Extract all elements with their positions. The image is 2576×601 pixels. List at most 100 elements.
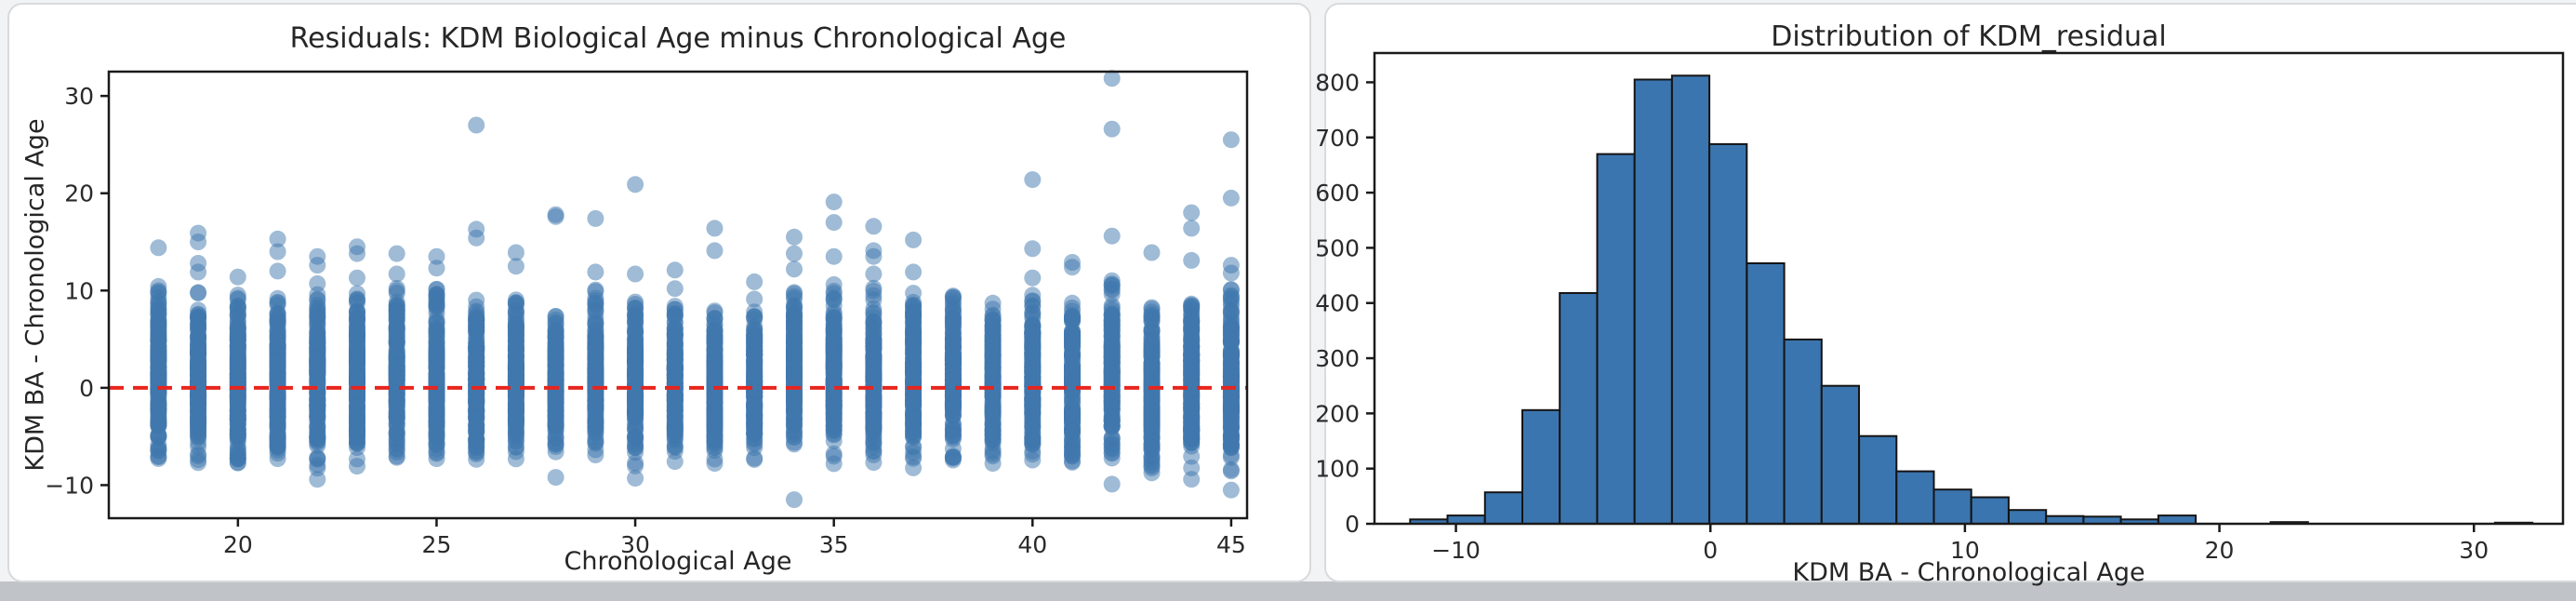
scatter-point: [905, 307, 923, 325]
scatter-point: [269, 230, 286, 247]
scatter-point: [627, 343, 644, 360]
scatter-point: [865, 247, 883, 265]
scatter-point: [865, 346, 883, 364]
scatter-point: [706, 220, 724, 237]
scatter-point: [746, 435, 764, 453]
scatter-point: [905, 370, 923, 388]
scatter-point: [1183, 370, 1201, 388]
scatter-point: [1103, 475, 1121, 493]
histogram-bars: [1409, 74, 2534, 526]
scatter-point: [825, 445, 843, 462]
histogram-x-tick-label: 30: [2459, 537, 2489, 564]
scatter-point: [428, 338, 445, 355]
scatter-point: [388, 349, 405, 367]
scatter-point: [190, 380, 207, 397]
scatter-point: [1024, 408, 1042, 426]
scatter-point: [309, 358, 326, 376]
scatter-point: [547, 308, 564, 325]
scatter-point: [587, 313, 604, 330]
scatter-point: [1222, 448, 1240, 466]
scatter-point: [1222, 461, 1240, 478]
scatter-point: [547, 394, 564, 411]
histogram-bar: [1483, 491, 1524, 526]
scatter-point: [309, 471, 326, 488]
scatter-points: [150, 70, 1240, 509]
scatter-point: [388, 279, 405, 297]
scatter-point: [309, 302, 326, 319]
histogram-bar: [1895, 470, 1935, 526]
scatter-point: [190, 234, 207, 250]
scatter-y-tick-label: −10: [45, 472, 94, 499]
scatter-point: [1064, 394, 1081, 411]
scatter-point: [786, 425, 803, 443]
scatter-point: [547, 351, 564, 368]
scatter-point: [428, 247, 445, 265]
scatter-point: [1103, 360, 1121, 378]
scatter-point: [706, 455, 724, 473]
scatter-point: [309, 401, 326, 418]
scatter-point: [507, 297, 524, 314]
scatter-point: [1103, 286, 1121, 303]
scatter-point: [905, 231, 923, 248]
scatter-point: [1103, 120, 1121, 138]
scatter-point: [865, 397, 883, 415]
scatter-point: [428, 434, 445, 451]
scatter-point: [468, 302, 485, 320]
scatter-point: [865, 372, 883, 390]
scatter-point: [1183, 459, 1201, 476]
scatter-point: [627, 416, 644, 434]
scatter-point: [1064, 294, 1081, 312]
scatter-point: [269, 336, 286, 354]
scatter-point: [786, 350, 803, 367]
scatter-point: [428, 352, 445, 369]
scatter-point: [229, 407, 246, 423]
scatter-y-tick-label: 10: [64, 277, 94, 304]
scatter-point: [905, 263, 923, 281]
scatter-point: [150, 357, 167, 375]
scatter-point: [746, 290, 764, 308]
histogram-y-tick-label: 400: [1315, 290, 1360, 317]
scatter-point: [706, 347, 724, 364]
scatter-point: [825, 247, 843, 265]
histogram-x-tick-label: 0: [1703, 537, 1718, 564]
scatter-panel: [7, 3, 1311, 582]
histogram-bar: [1670, 74, 1711, 526]
scatter-point: [1103, 398, 1121, 416]
scatter-point: [786, 290, 803, 308]
scatter-point: [190, 284, 207, 301]
scatter-point: [825, 315, 843, 333]
histogram-bar: [2157, 514, 2198, 525]
scatter-point: [587, 441, 604, 459]
page-bottom-band: [0, 581, 2576, 601]
scatter-point: [587, 209, 604, 227]
histogram-bar: [1783, 338, 1823, 525]
scatter-point: [746, 324, 764, 341]
scatter-point: [1143, 354, 1161, 372]
scatter-point: [666, 320, 684, 338]
scatter-point: [349, 317, 365, 335]
scatter-point: [349, 458, 365, 475]
scatter-point: [309, 338, 326, 355]
histogram-bar: [1746, 262, 1786, 525]
scatter-point: [349, 304, 365, 321]
scatter-point: [587, 263, 604, 281]
scatter-point: [349, 341, 365, 358]
scatter-point: [1024, 335, 1042, 353]
scatter-point: [349, 419, 365, 436]
scatter-point: [984, 341, 1002, 359]
scatter-point: [1064, 327, 1081, 344]
scatter-point: [388, 409, 405, 427]
scatter-point: [468, 421, 485, 438]
scatter-point: [507, 367, 524, 385]
scatter-point: [666, 280, 684, 298]
scatter-point: [468, 229, 485, 247]
scatter-point: [865, 218, 883, 235]
histogram-y-tick-label: 300: [1315, 345, 1360, 372]
scatter-point: [825, 417, 843, 434]
histogram-bar: [1708, 142, 1748, 525]
scatter-point: [1024, 240, 1042, 258]
scatter-point: [1024, 269, 1042, 287]
scatter-point: [1222, 189, 1240, 207]
scatter-point: [388, 265, 405, 283]
scatter-point: [190, 405, 207, 422]
